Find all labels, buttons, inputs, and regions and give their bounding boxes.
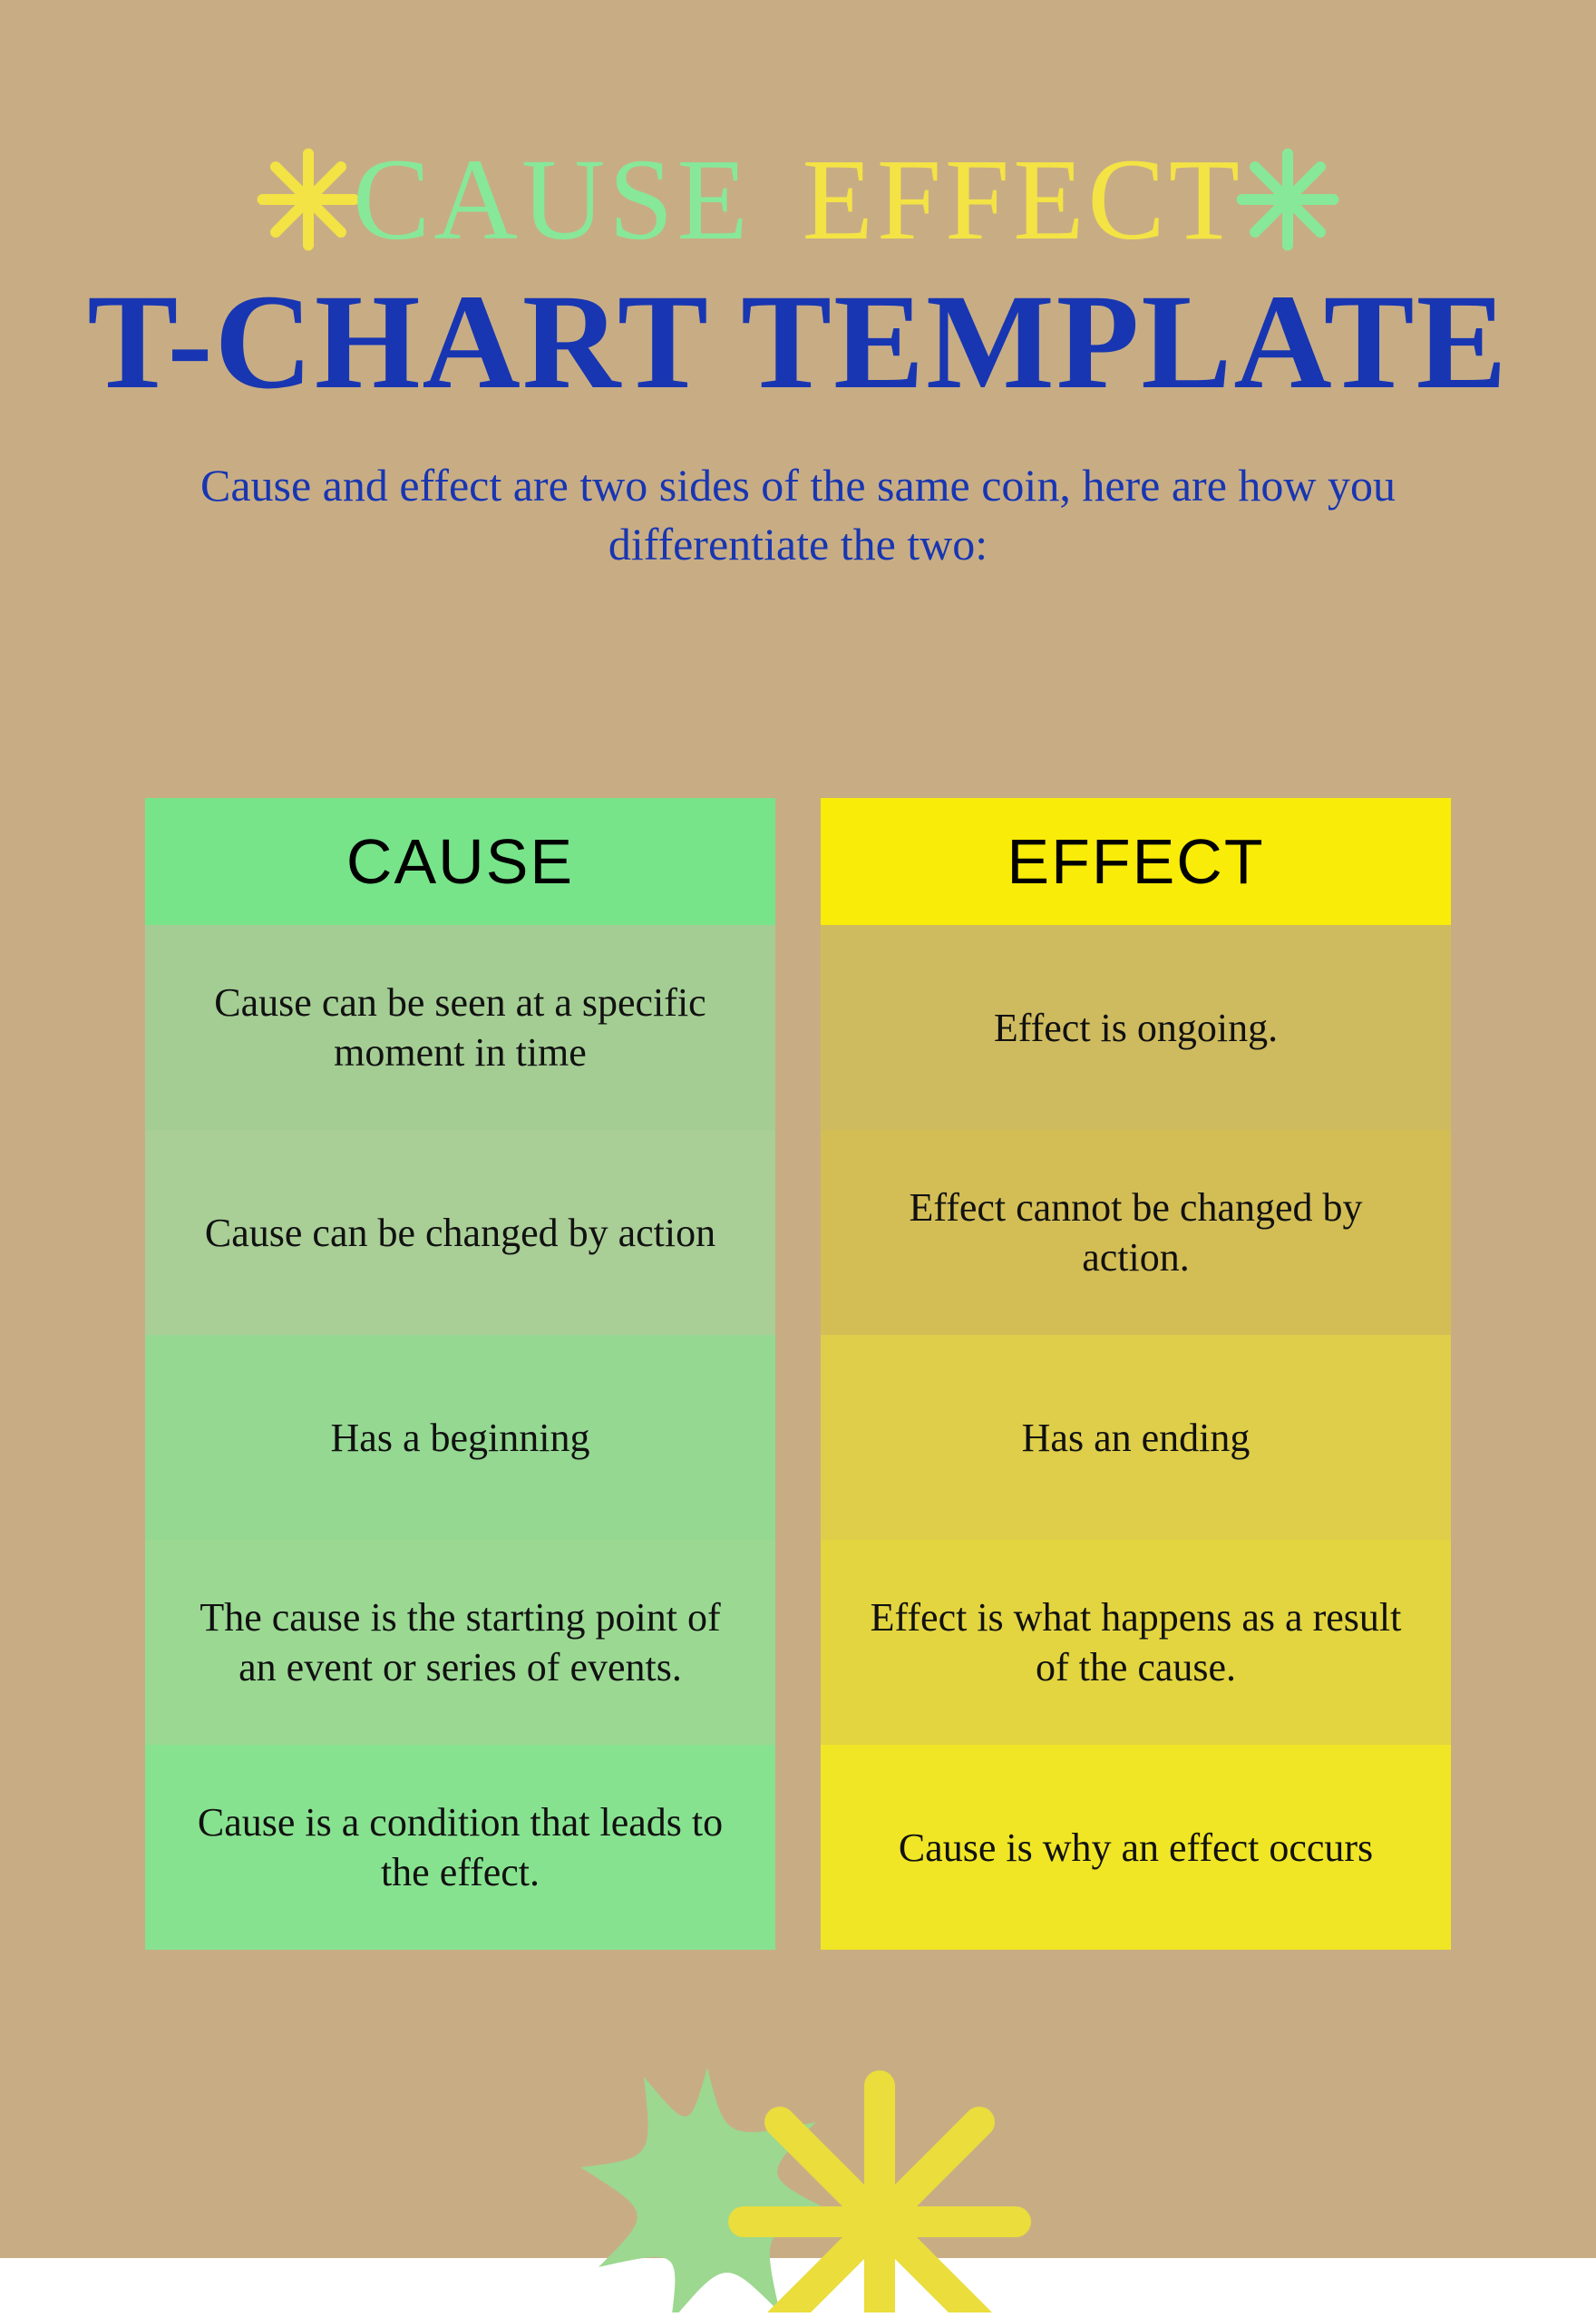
subtitle: Cause and effect are two sides of the sa… [0, 456, 1596, 574]
column-header-effect: EFFECT [821, 798, 1451, 925]
table-row: Cause can be seen at a specific moment i… [145, 925, 775, 1130]
column-header-cause: CAUSE [145, 798, 775, 925]
t-chart-column-effect: EFFECT Effect is ongoing. Effect cannot … [821, 798, 1451, 1950]
table-row: Cause is why an effect occurs [821, 1745, 1451, 1950]
table-row: The cause is the starting point of an ev… [145, 1540, 775, 1745]
t-chart: CAUSE Cause can be seen at a specific mo… [145, 798, 1451, 1950]
title-line-2: T-CHART TEMPLATE [0, 264, 1596, 421]
table-row: Cause can be changed by action [145, 1130, 775, 1335]
table-row: Effect cannot be changed by action. [821, 1130, 1451, 1335]
page-header: CAUSE EFFECT T-CHART TEMPLATE Cause and … [0, 136, 1596, 574]
table-row: Effect is ongoing. [821, 925, 1451, 1130]
table-row: Has an ending [821, 1335, 1451, 1540]
title-word-effect: EFFECT [803, 136, 1243, 264]
t-chart-column-cause: CAUSE Cause can be seen at a specific mo… [145, 798, 775, 1950]
table-row: Has a beginning [145, 1335, 775, 1540]
title-line-1: CAUSE EFFECT [0, 136, 1596, 264]
bottom-decoration [481, 2040, 1115, 2312]
decoration-stars-icon [481, 2040, 1115, 2312]
table-row: Cause is a condition that leads to the e… [145, 1745, 775, 1950]
title-word-cause: CAUSE [353, 136, 752, 264]
table-row: Effect is what happens as a result of th… [821, 1540, 1451, 1745]
